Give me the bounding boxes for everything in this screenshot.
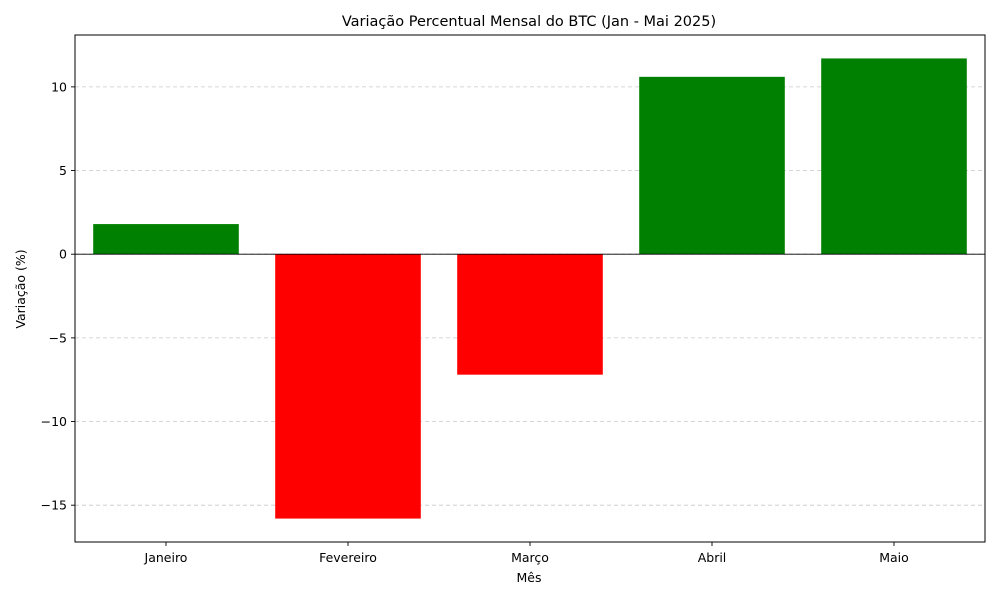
x-tick-label: Maio [879,550,909,565]
x-tick-label: Fevereiro [319,550,377,565]
y-tick-label: 5 [59,163,67,178]
y-tick-label: −10 [41,414,67,429]
bar-marco [457,254,603,375]
y-tick-label: 0 [59,247,67,262]
x-tick-label: Abril [698,550,727,565]
bar-maio [821,58,967,255]
y-tick-label: −5 [49,330,67,345]
y-axis-ticks: −15 −10 −5 0 5 10 [41,79,75,513]
bars [93,58,967,519]
y-tick-label: 10 [51,79,67,94]
y-tick-label: −15 [41,498,67,513]
x-tick-label: Março [511,550,549,565]
y-axis-label: Variação (%) [13,249,28,328]
bar-fevereiro [275,254,421,519]
x-tick-label: Janeiro [144,550,188,565]
bar-janeiro [93,224,239,255]
x-axis-label: Mês [517,570,542,585]
chart-title: Variação Percentual Mensal do BTC (Jan -… [342,14,716,30]
x-axis-ticks: Janeiro Fevereiro Março Abril Maio [144,542,909,565]
bar-abril [639,76,785,255]
